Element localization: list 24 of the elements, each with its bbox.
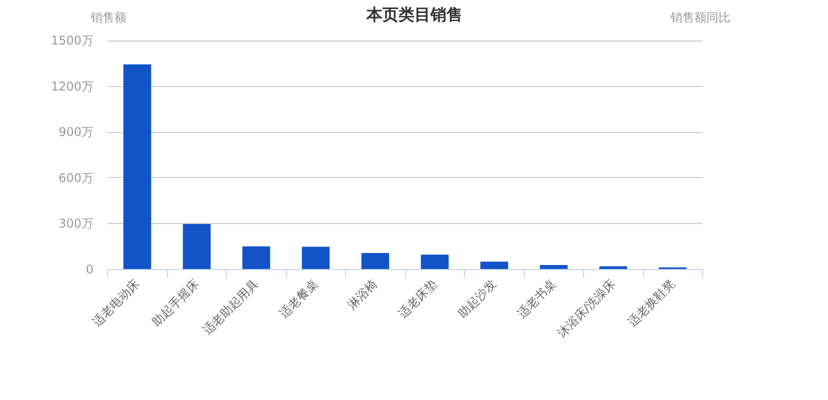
x-tick-label: 适老床垫 bbox=[396, 276, 440, 320]
x-tick-label: 淋浴椅 bbox=[344, 276, 380, 312]
bar bbox=[242, 246, 270, 270]
x-tick-label: 助起手摇床 bbox=[149, 276, 202, 329]
bar bbox=[302, 246, 330, 270]
y-axis-title: 销售额 bbox=[90, 10, 126, 24]
y-tick-label: 1500万 bbox=[50, 34, 94, 48]
bar bbox=[182, 224, 211, 270]
bar bbox=[361, 252, 390, 270]
x-tick-label: 适老餐桌 bbox=[276, 276, 321, 320]
y-tick-label: 600万 bbox=[58, 170, 94, 185]
y-tick-label: 1200万 bbox=[50, 79, 94, 94]
y-tick-label: 900万 bbox=[58, 125, 94, 140]
bar bbox=[480, 262, 508, 270]
y-tick-label: 0 bbox=[86, 262, 94, 276]
bar bbox=[123, 64, 152, 270]
x-tick-label: 适老换鞋凳 bbox=[625, 276, 678, 329]
chart-title: 本页类目销售 bbox=[366, 5, 462, 24]
x-tick-label: 助起沙发 bbox=[455, 276, 500, 320]
y2-axis-title: 销售额同比 bbox=[670, 10, 730, 24]
bar bbox=[420, 254, 449, 270]
x-tick-label: 适老助起用具 bbox=[200, 276, 262, 338]
x-tick-label: 适老电动床 bbox=[90, 276, 142, 329]
y-tick-label: 300万 bbox=[58, 216, 94, 231]
